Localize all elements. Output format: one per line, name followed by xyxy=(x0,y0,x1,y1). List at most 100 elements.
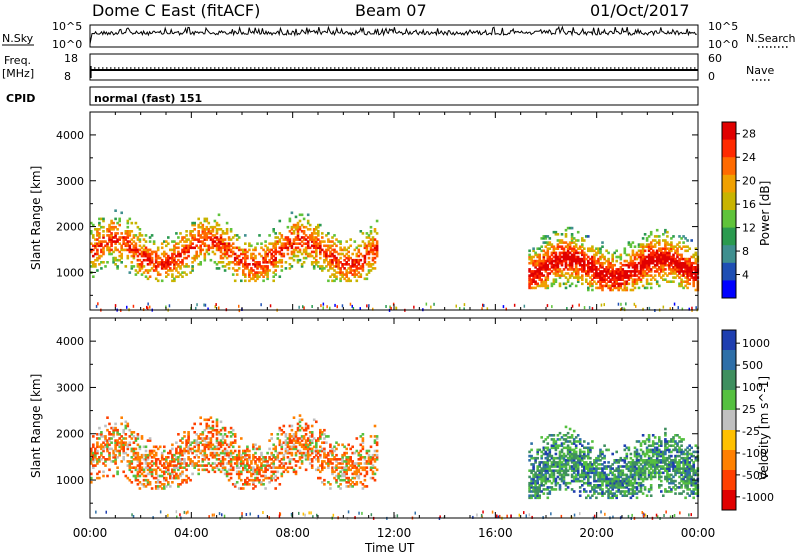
rti-cell xyxy=(278,443,282,447)
rti-cell xyxy=(319,433,322,436)
rti-cell xyxy=(321,466,324,469)
rti-cell xyxy=(357,258,361,262)
rti-cell xyxy=(219,236,223,239)
rti-cell xyxy=(94,451,97,455)
rti-cell xyxy=(248,483,251,486)
rti-cell xyxy=(554,261,558,265)
rti-cell xyxy=(647,261,651,265)
rti-cell xyxy=(150,474,154,478)
rti-cell xyxy=(587,259,590,263)
rti-cell xyxy=(601,492,604,495)
rti-cell xyxy=(542,492,546,495)
rti-cell-lowrange xyxy=(425,302,428,306)
rti-cell xyxy=(670,241,673,244)
rti-cell xyxy=(621,479,625,483)
rti-cell xyxy=(244,261,247,264)
rti-cell xyxy=(270,437,273,440)
rti-cell xyxy=(581,276,584,279)
rti-cell xyxy=(694,278,698,281)
rti-cell xyxy=(240,472,243,476)
rti-cell xyxy=(175,232,178,235)
rti-cell xyxy=(274,269,277,272)
rti-cell xyxy=(585,475,588,479)
rti-cell xyxy=(286,443,290,447)
rti-cell xyxy=(187,445,190,449)
rti-cell xyxy=(254,447,257,451)
rti-cell xyxy=(581,237,584,240)
rti-cell xyxy=(140,267,144,270)
rti-cell xyxy=(242,248,245,252)
rti-cell xyxy=(213,447,217,451)
rti-cell xyxy=(179,472,182,476)
rti-cell xyxy=(544,284,548,288)
rti-cell xyxy=(371,472,375,476)
rti-cell xyxy=(100,431,103,434)
rti-cell xyxy=(548,492,552,495)
rti-cell xyxy=(223,453,227,457)
rti-cell xyxy=(542,284,546,288)
rti-cell xyxy=(676,263,679,267)
rti-cell xyxy=(223,242,227,245)
rti-cell xyxy=(306,213,310,217)
colorbar-tick-label: 20 xyxy=(742,175,756,188)
rti-cell xyxy=(593,268,596,271)
rti-cell xyxy=(544,465,548,468)
rti-cell xyxy=(215,238,219,241)
freq-label: Freq. xyxy=(4,54,31,67)
rti-cell xyxy=(150,487,154,490)
rti-cell xyxy=(605,486,608,489)
rti-cell xyxy=(163,250,166,254)
rti-cell xyxy=(221,462,225,465)
rti-cell xyxy=(536,282,539,286)
rti-cell xyxy=(215,458,219,461)
rti-cell xyxy=(315,250,318,254)
rti-cell xyxy=(254,261,257,264)
rti-cell xyxy=(574,257,578,261)
rti-cell xyxy=(118,443,121,447)
rti-cell xyxy=(664,253,667,257)
rti-cell xyxy=(148,263,152,266)
rti-cell xyxy=(554,479,558,483)
rti-cell xyxy=(373,267,377,270)
rti-cell xyxy=(615,270,618,273)
rti-cell xyxy=(530,471,533,475)
rti-cell xyxy=(607,488,610,491)
rti-cell xyxy=(235,466,239,469)
rti-cell xyxy=(587,477,590,481)
rti-cell xyxy=(237,254,241,258)
rti-cell xyxy=(150,256,154,260)
rti-cell xyxy=(235,261,239,264)
rti-cell xyxy=(637,270,641,273)
rti-cell xyxy=(317,265,320,268)
rti-cell xyxy=(566,253,570,257)
rti-cell xyxy=(187,435,190,438)
rti-cell xyxy=(609,261,612,265)
rti-cell xyxy=(631,282,635,286)
rti-cell xyxy=(589,261,592,265)
rti-cell xyxy=(609,479,612,483)
rti-cell xyxy=(244,242,247,245)
rti-cell xyxy=(585,274,588,277)
rti-cell xyxy=(106,244,109,248)
rti-cell xyxy=(106,246,109,250)
rti-cell xyxy=(554,259,558,263)
rti-cell xyxy=(534,259,537,263)
nsearch-bottom-label: 10^0 xyxy=(708,38,738,51)
rti-cell xyxy=(215,248,219,252)
rti-cell xyxy=(341,458,344,461)
rti-cell xyxy=(643,249,647,253)
rti-cell xyxy=(564,465,568,468)
rti-cell xyxy=(154,256,158,260)
rti-cell-lowrange xyxy=(352,307,355,310)
rti-cell xyxy=(90,458,93,461)
rti-cell xyxy=(357,464,361,467)
rti-cell xyxy=(304,453,308,457)
rti-cell xyxy=(690,270,693,273)
rti-cell xyxy=(215,420,219,424)
rti-cell xyxy=(627,276,631,279)
rti-cell xyxy=(587,266,590,269)
rti-cell xyxy=(94,242,97,245)
rti-cell xyxy=(219,441,223,444)
rti-cell xyxy=(181,244,184,248)
rti-cell xyxy=(562,442,566,445)
